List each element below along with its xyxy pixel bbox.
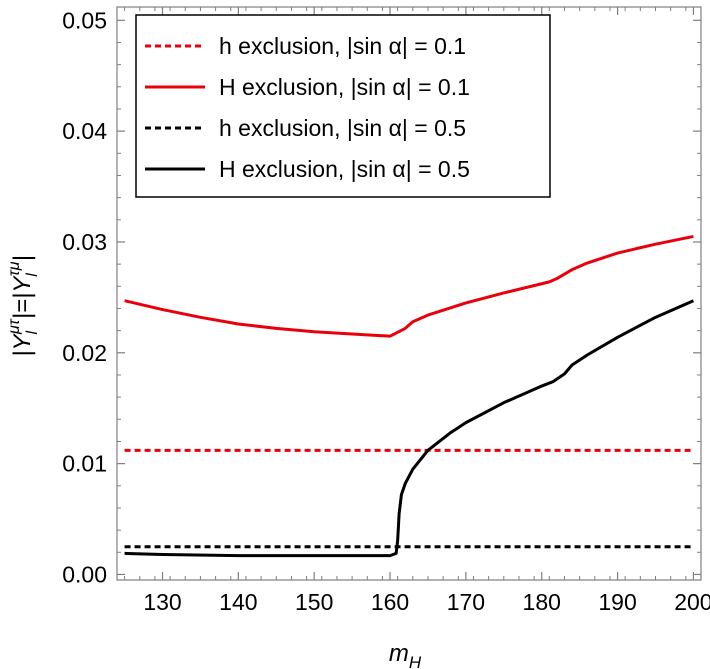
x-tick-label: 160 xyxy=(371,589,409,615)
legend-label-H-0.5: H exclusion, |sin α| = 0.5 xyxy=(219,156,470,182)
y-axis-title: |Ylμτ|=|Ylτμ| xyxy=(6,255,41,357)
axis-ticks: 130 140 150 160 170 180 190 200 0.00 0.01 0.02 0.03… xyxy=(62,7,710,615)
x-tick-label: 140 xyxy=(219,589,257,615)
legend-label-h-0.1: h exclusion, |sin α| = 0.1 xyxy=(219,33,466,59)
x-tick-label: 180 xyxy=(523,589,561,615)
x-tick-label: 200 xyxy=(674,589,710,615)
plot-frame xyxy=(116,6,702,581)
y-tick-label: 0.02 xyxy=(62,340,107,366)
y-tick-label: 0.03 xyxy=(62,229,107,255)
y-tick-label: 0.01 xyxy=(62,451,107,477)
legend-box xyxy=(135,14,551,198)
x-tick-label: 190 xyxy=(598,589,636,615)
legend-label-h-0.5: h exclusion, |sin α| = 0.5 xyxy=(219,115,466,141)
series-line-1 xyxy=(124,234,694,338)
series-line-3 xyxy=(124,299,695,558)
x-tick-label: 150 xyxy=(295,589,333,615)
y-tick-label: 0.04 xyxy=(62,118,107,144)
legend: h exclusion, |sin α| = 0.1 H exclusion, … xyxy=(135,14,551,198)
x-axis-title: mH xyxy=(389,640,422,669)
x-tick-label: 170 xyxy=(447,589,485,615)
series-lines xyxy=(124,234,695,558)
y-tick-label: 0.05 xyxy=(62,7,107,33)
legend-label-H-0.1: H exclusion, |sin α| = 0.1 xyxy=(219,74,470,100)
y-tick-label: 0.00 xyxy=(62,561,107,587)
x-tick-label: 130 xyxy=(143,589,181,615)
